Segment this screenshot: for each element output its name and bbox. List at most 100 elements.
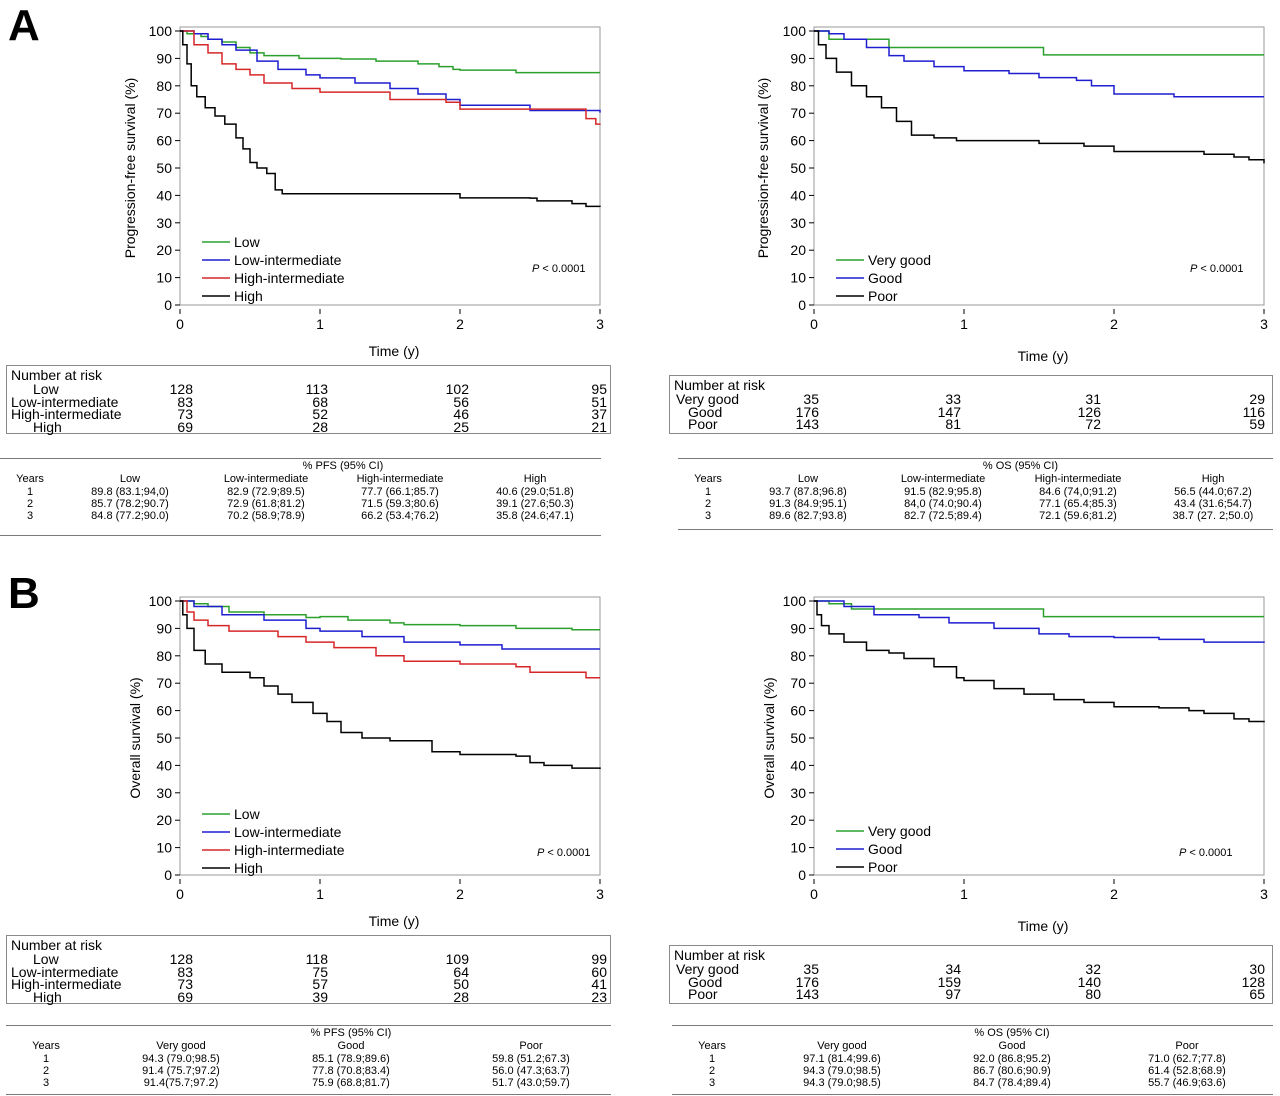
ci-cell: 70.2 (58.9;78.9): [227, 510, 305, 522]
risk-count: 81: [945, 416, 961, 432]
series-line: [180, 30, 601, 208]
ci-cell: 2: [42, 1065, 50, 1077]
risk-count: 65: [1249, 986, 1265, 1002]
x-tick-label: 1: [960, 886, 968, 902]
risk-row-label: High: [33, 988, 62, 1005]
risk-row-label: Very good: [676, 391, 740, 407]
risk-row: Very good 35 34 32 30: [670, 961, 1272, 977]
legend-entry: High-intermediate: [234, 842, 345, 858]
y-tick-label: 30: [790, 785, 806, 801]
risk-row-label: High-intermediate: [11, 406, 122, 422]
risk-count: 99: [591, 951, 607, 967]
series-line: [814, 30, 1264, 98]
ci-cell: 40.6 (29.0;51.8): [496, 486, 574, 498]
y-tick-label: 80: [790, 648, 806, 664]
pfs-confidence-table: % PFS (95% CI) Years Very good Good Poor 1 94.…: [6, 1025, 611, 1095]
table-rule: [0, 458, 601, 459]
x-tick-label: 2: [1110, 886, 1118, 902]
risk-count: 51: [591, 393, 607, 410]
risk-count: 29: [1249, 391, 1265, 407]
ci-column-header: Years: [16, 473, 44, 485]
os-confidence-table: % OS (95% CI) Years Very good Good Poor 1 97.1…: [672, 1025, 1273, 1095]
y-tick-label: 90: [790, 620, 806, 636]
risk-count: 83: [177, 393, 193, 410]
table-rule: [0, 535, 601, 536]
risk-row-label: Good: [688, 403, 723, 420]
risk-row: Low-intermediate 83 68 56 51: [7, 393, 610, 410]
y-axis-label: Progression-free survival (%): [122, 78, 138, 259]
ci-cell: 97.1 (81.4;99.6): [803, 1053, 881, 1065]
risk-count: 72: [1085, 416, 1101, 432]
x-tick-label: 3: [1260, 316, 1268, 332]
y-tick-label: 80: [156, 648, 172, 664]
risk-count: 176: [795, 973, 819, 990]
legend-entry: Poor: [868, 859, 898, 875]
y-tick-label: 40: [790, 757, 806, 773]
ci-cell: 91.5 (82.9;95.8): [904, 486, 982, 498]
risk-count: 59: [1249, 416, 1265, 432]
y-tick-label: 90: [156, 620, 172, 636]
y-tick-label: 30: [156, 215, 172, 231]
ci-cell: 77.1 (65.4;85.3): [1039, 498, 1117, 510]
risk-count: 32: [1085, 961, 1101, 977]
ci-column-header: Low-intermediate: [900, 473, 986, 485]
risk-count: 140: [1077, 973, 1101, 990]
risk-row: Low-intermediate 83 75 64 60: [7, 963, 610, 980]
risk-row-label: Low: [33, 951, 59, 967]
y-tick-label: 0: [164, 297, 172, 313]
ci-cell: 66.2 (53.4;76.2): [361, 510, 439, 522]
os-confidence-table: % OS (95% CI) Years Low Low-intermediate Hig…: [678, 458, 1273, 530]
ci-cell: 51.7 (43.0;59.7): [492, 1077, 570, 1089]
ci-cell: 71.5 (59.3;80.6): [361, 498, 439, 510]
ci-column-header: Good: [998, 1040, 1026, 1052]
risk-row-label: Very good: [676, 961, 740, 977]
risk-count: 60: [591, 963, 607, 980]
risk-row: Poor 143 81 72 59: [670, 416, 1272, 432]
ci-cell: 56.0 (47.3;63.7): [492, 1065, 570, 1077]
x-tick-label: 2: [456, 316, 464, 332]
ci-cell: 3: [42, 1077, 50, 1089]
x-tick-label: 1: [316, 316, 324, 332]
risk-row: High 69 39 28 23: [7, 988, 610, 1005]
y-tick-label: 60: [790, 703, 806, 719]
risk-count: 50: [453, 976, 469, 992]
os-prognostic-group-chart: 0 10 20 30 40 50 60 70 80 90 100 0 1 2 3 Time (y) Overal…: [761, 593, 1268, 934]
risk-count: 56: [453, 393, 469, 410]
ci-column-header: Years: [32, 1040, 60, 1052]
x-tick-label: 0: [810, 316, 818, 332]
legend-entry: High: [234, 860, 263, 876]
ci-cell: 82.9 (72.9;89.5): [227, 486, 305, 498]
risk-count: 68: [312, 393, 328, 410]
series-line: [814, 600, 1265, 723]
p-value-label: P < 0.0001: [532, 263, 586, 275]
y-tick-label: 100: [783, 23, 807, 39]
ci-cell: 85.7 (78.2;90.7): [91, 498, 169, 510]
p-value-label: P < 0.0001: [1179, 847, 1233, 859]
risk-count: 69: [177, 418, 193, 435]
y-tick-label: 0: [164, 867, 172, 883]
risk-row-label: Poor: [688, 986, 718, 1002]
risk-row: High 69 28 25 21: [7, 418, 610, 435]
risk-row: Very good 35 33 31 29: [670, 391, 1272, 407]
legend-entry: Very good: [868, 252, 931, 268]
x-axis-label: Time (y): [1018, 348, 1069, 364]
risk-count: 33: [945, 391, 961, 407]
y-tick-label: 50: [790, 160, 806, 176]
ci-cell: 89.6 (82.7;93.8): [769, 510, 847, 522]
y-axis-label: Overall survival (%): [761, 677, 777, 798]
risk-row-label: Poor: [688, 416, 718, 432]
ci-cell: 1: [708, 1053, 716, 1065]
plot-frame: [179, 26, 601, 306]
series-line: [814, 30, 1264, 56]
number-at-risk-table: Number at risk Low 128 118 109 99 Low-intermed…: [6, 935, 611, 1004]
ci-cell: 59.8 (51.2;67.3): [492, 1053, 570, 1065]
ci-column-header: High: [1201, 473, 1225, 485]
risk-count: 128: [1241, 973, 1265, 990]
risk-table-title: Number at risk: [674, 377, 766, 393]
ci-cell: 94.3 (79.0;98.5): [142, 1053, 220, 1065]
series-line: [814, 600, 1265, 643]
x-axis-label: Time (y): [369, 913, 420, 929]
ci-cell: 2: [704, 498, 712, 510]
ci-column-header: High-intermediate: [356, 473, 444, 485]
risk-count: 21: [591, 418, 607, 435]
